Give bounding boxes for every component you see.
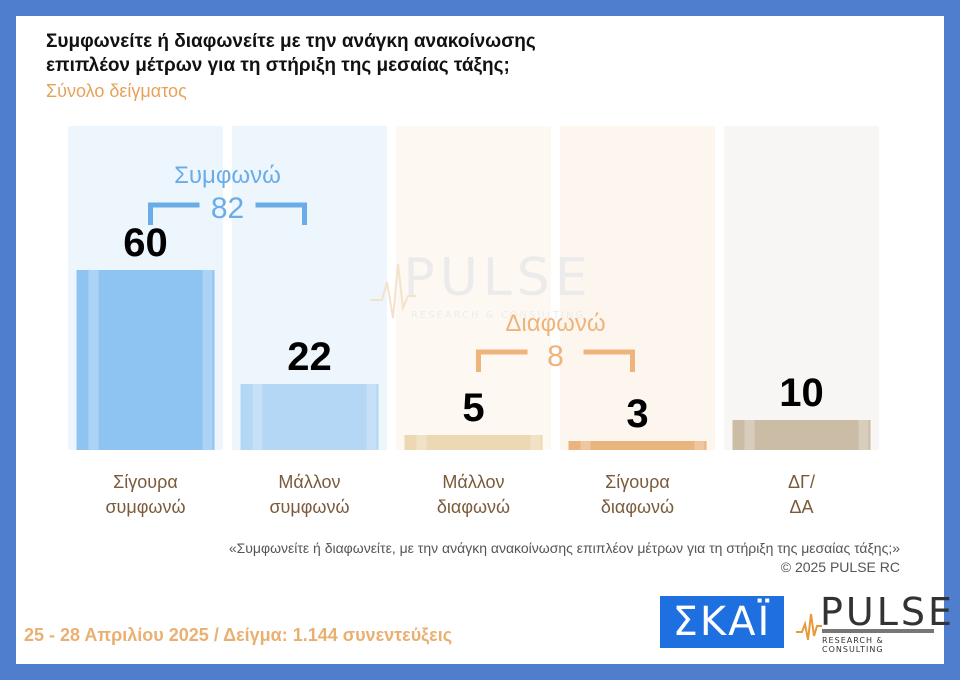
- bar-highlight: [530, 435, 541, 450]
- column-panel: [396, 126, 551, 450]
- bar-highlight: [202, 270, 213, 450]
- pulse-logo: PULSE RESEARCH & CONSULTING: [794, 590, 952, 654]
- bar-highlight: [416, 435, 427, 450]
- category-label: διαφωνώ: [601, 497, 674, 517]
- bar: [404, 435, 543, 450]
- category-label: συμφωνώ: [269, 497, 349, 517]
- column-panel: [724, 126, 879, 450]
- category-label: Σίγουρα: [605, 472, 670, 492]
- pulse-wave-icon: [796, 613, 822, 641]
- group-label: Συμφωνώ: [174, 162, 281, 189]
- category-label: ΔΑ: [789, 497, 813, 517]
- pulse-logo-sub: RESEARCH & CONSULTING: [822, 636, 884, 654]
- watermark-wave-icon: [370, 263, 416, 319]
- watermark-sub: RESEARCH & CONSULTING: [411, 310, 585, 321]
- category-label: Σίγουρα: [113, 472, 178, 492]
- chart-subtitle: Σύνολο δείγματος: [46, 81, 187, 101]
- title-line-1: Συμφωνείτε ή διαφωνείτε με την ανάγκη αν…: [46, 31, 536, 52]
- bar-highlight: [252, 384, 263, 450]
- value-label: 22: [287, 335, 332, 379]
- bar: [568, 441, 707, 450]
- value-label: 5: [462, 386, 484, 430]
- skai-logo: ΣΚΑΪ: [660, 596, 784, 648]
- bar-highlight: [858, 420, 869, 450]
- category-label: συμφωνώ: [105, 497, 185, 517]
- bar: [240, 384, 379, 450]
- group-total: 8: [547, 340, 564, 373]
- group-bracket-right: [255, 202, 307, 225]
- category-label: Μάλλον: [278, 472, 340, 492]
- title-line-2: επιπλέον μέτρων για τη στήριξη της μεσαί…: [46, 55, 510, 76]
- group-total: 82: [211, 192, 244, 225]
- value-label: 3: [626, 392, 648, 436]
- copyright-note: © 2025 PULSE RC: [780, 559, 900, 575]
- group-bracket-left: [148, 202, 200, 225]
- group-bracket-right: [583, 349, 635, 372]
- bar: [732, 420, 871, 450]
- watermark-word: PULSE: [403, 248, 592, 308]
- bar-highlight: [744, 420, 755, 450]
- group-bracket-left: [476, 349, 528, 372]
- value-label: 60: [123, 221, 168, 265]
- question-quote: «Συμφωνείτε ή διαφωνείτε, με την ανάγκη …: [228, 540, 900, 556]
- bar: [76, 270, 215, 450]
- column-panel: [560, 126, 715, 450]
- bar-highlight: [88, 270, 99, 450]
- pulse-logo-word: PULSE: [820, 590, 956, 634]
- category-label: Μάλλον: [442, 472, 504, 492]
- bar-highlight: [580, 441, 591, 450]
- chart-title: Συμφωνείτε ή διαφωνείτε με την ανάγκη αν…: [46, 30, 606, 78]
- bar-highlight: [694, 441, 705, 450]
- category-label: ΔΓ/: [788, 472, 815, 492]
- value-label: 10: [779, 371, 824, 415]
- survey-footer: 25 - 28 Απριλίου 2025 / Δείγμα: 1.144 συ…: [24, 625, 453, 645]
- group-label: Διαφωνώ: [505, 310, 605, 337]
- pulse-logo-bar: [822, 629, 934, 633]
- bar-highlight: [366, 384, 377, 450]
- category-label: διαφωνώ: [437, 497, 510, 517]
